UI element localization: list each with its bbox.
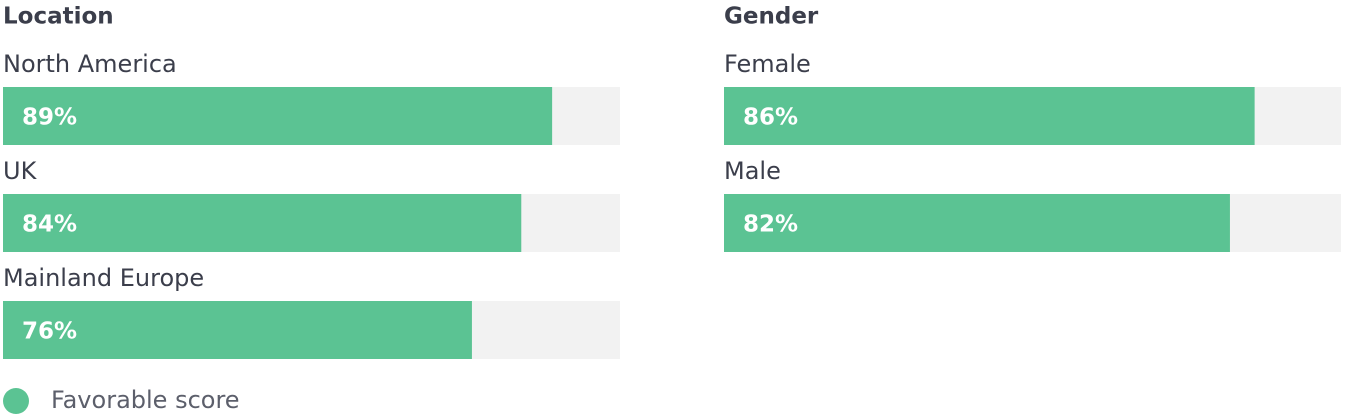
category-label: Mainland Europe <box>3 264 204 292</box>
bar <box>724 87 1255 145</box>
category-label: Female <box>724 50 811 78</box>
value-label: 82% <box>743 212 798 238</box>
value-label: 84% <box>22 212 77 238</box>
bar <box>3 87 553 145</box>
chart-title: Location <box>3 4 114 30</box>
legend-label: Favorable score <box>51 386 240 414</box>
category-label: Male <box>724 157 781 185</box>
legend-swatch <box>3 388 29 414</box>
category-label: UK <box>3 157 38 185</box>
value-label: 76% <box>22 319 77 345</box>
value-label: 89% <box>22 105 77 131</box>
bar <box>724 194 1230 252</box>
value-label: 86% <box>743 105 798 131</box>
bar <box>3 194 522 252</box>
category-label: North America <box>3 50 177 78</box>
bar <box>3 301 472 359</box>
chart-title: Gender <box>724 4 819 30</box>
